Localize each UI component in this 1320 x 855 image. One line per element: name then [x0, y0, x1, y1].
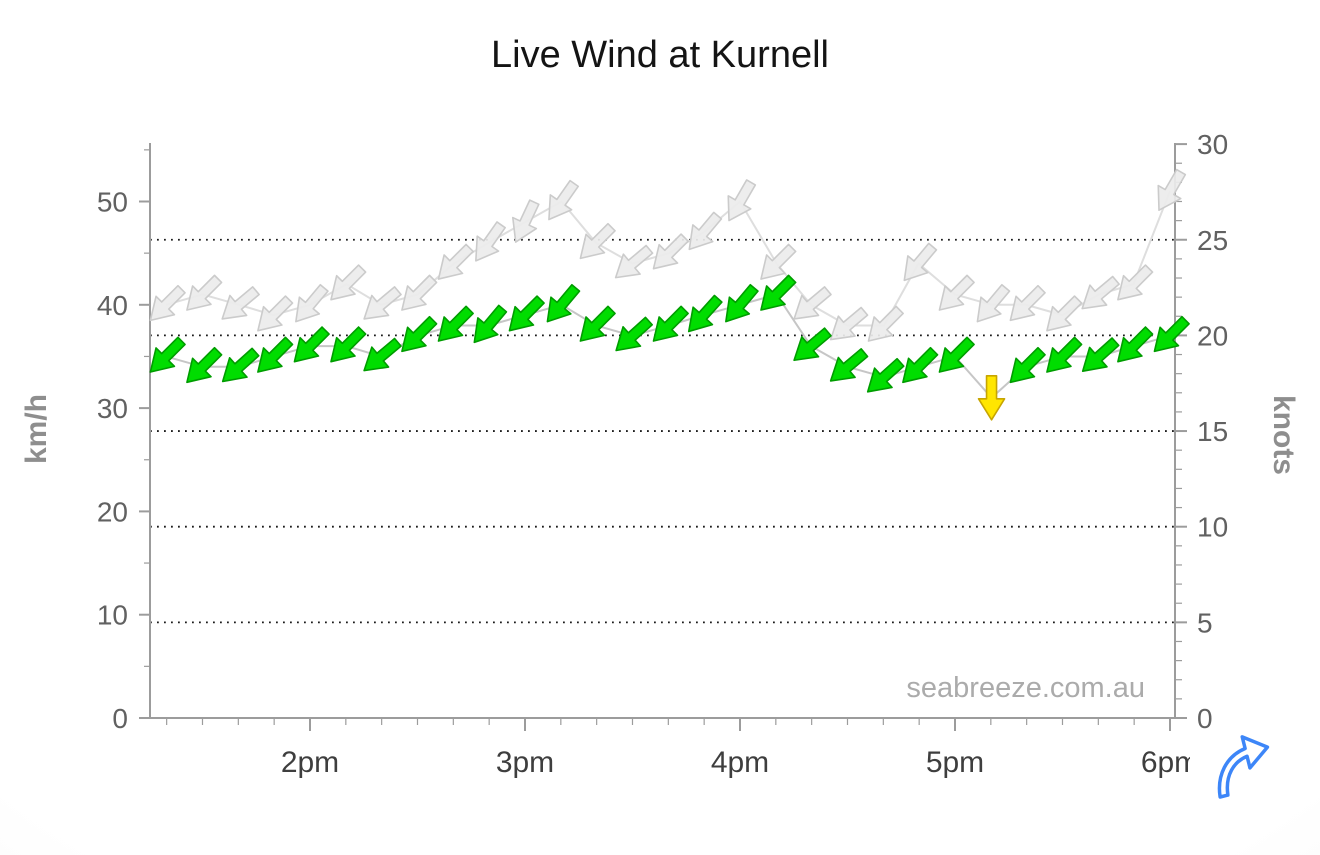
svg-text:20: 20 [97, 496, 128, 527]
share-arrow-path [1217, 735, 1270, 799]
svg-text:0: 0 [1197, 703, 1213, 734]
share-button[interactable] [1198, 725, 1283, 805]
svg-text:10: 10 [97, 600, 128, 631]
svg-text:50: 50 [97, 187, 128, 218]
svg-text:40: 40 [97, 290, 128, 321]
svg-text:2pm: 2pm [281, 746, 339, 779]
svg-text:30: 30 [1197, 129, 1228, 160]
chart-title: Live Wind at Kurnell [491, 34, 829, 76]
watermark: seabreeze.com.au [906, 672, 1145, 704]
svg-text:30: 30 [97, 393, 128, 424]
svg-text:20: 20 [1197, 320, 1228, 351]
svg-text:15: 15 [1197, 416, 1228, 447]
svg-text:0: 0 [112, 703, 128, 734]
svg-text:4pm: 4pm [711, 746, 769, 779]
svg-text:10: 10 [1197, 512, 1228, 543]
svg-text:6pm: 6pm [1141, 746, 1199, 779]
share-arrow-icon [1217, 735, 1270, 799]
svg-text:3pm: 3pm [496, 746, 554, 779]
svg-text:25: 25 [1197, 225, 1228, 256]
svg-text:5pm: 5pm [926, 746, 984, 779]
svg-text:5: 5 [1197, 607, 1213, 638]
